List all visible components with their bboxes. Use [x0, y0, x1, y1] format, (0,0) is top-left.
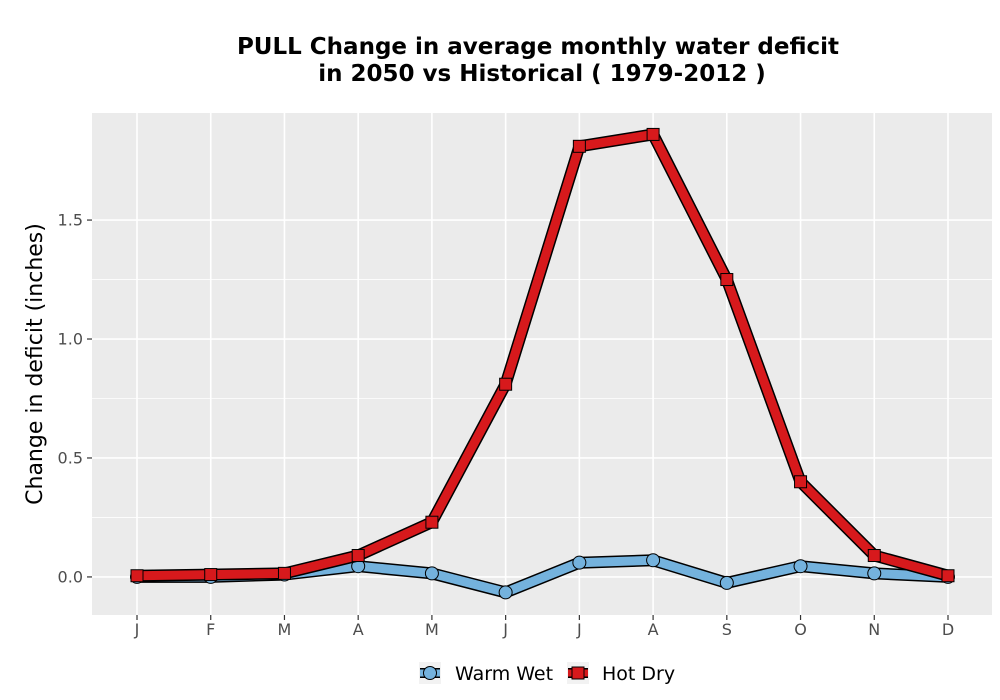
y-tick-label: 1.0	[58, 330, 83, 349]
legend: Warm Wet Hot Dry	[419, 662, 675, 685]
x-tick-label: M	[425, 620, 439, 639]
series-line	[132, 129, 953, 581]
x-tick-label: M	[278, 620, 292, 639]
x-tick-label: J	[576, 620, 582, 639]
data-point	[572, 139, 586, 153]
data-point	[719, 575, 734, 590]
data-point	[867, 566, 882, 581]
y-tick-label: 1.5	[58, 211, 83, 230]
legend-label: Warm Wet	[455, 663, 553, 685]
data-point	[130, 569, 144, 583]
x-tick-label: D	[942, 620, 954, 639]
x-tick-label: S	[722, 620, 732, 639]
x-tick-label: A	[648, 620, 659, 639]
y-axis-title: Change in deficit (inches)	[23, 223, 48, 505]
legend-label: Hot Dry	[602, 663, 675, 685]
x-tick-label: A	[353, 620, 364, 639]
x-tick-label: F	[206, 620, 215, 639]
data-point	[646, 553, 661, 568]
legend-item-1: Hot Dry	[567, 662, 675, 685]
x-tick-label: J	[134, 620, 140, 639]
legend-key-marker	[423, 666, 437, 680]
series-layer	[130, 127, 955, 600]
x-tick-label: J	[502, 620, 508, 639]
data-point	[867, 549, 881, 563]
x-tick-label: O	[794, 620, 807, 639]
data-point	[572, 555, 587, 570]
data-point	[425, 515, 439, 529]
series-1	[130, 127, 955, 583]
chart-title-line1: PULL Change in average monthly water def…	[237, 34, 839, 60]
data-point	[351, 549, 365, 563]
chart-title-line2: in 2050 vs Historical ( 1979-2012 )	[318, 61, 765, 87]
grid-layer	[92, 113, 992, 615]
data-point	[424, 566, 439, 581]
data-point	[646, 127, 660, 141]
data-point	[498, 585, 513, 600]
data-point	[499, 377, 513, 391]
data-point	[941, 569, 955, 583]
y-tick-label: 0.5	[58, 448, 83, 467]
data-point	[793, 559, 808, 574]
tick-layer: 0.0 0.5 1.0 1.5 J F M A M J J A S O N D	[58, 211, 955, 639]
data-point	[277, 566, 291, 580]
data-point	[204, 568, 218, 582]
y-tick-label: 0.0	[58, 567, 83, 586]
x-tick-label: N	[868, 620, 880, 639]
legend-item-0: Warm Wet	[419, 662, 553, 685]
legend-key-marker	[571, 666, 585, 680]
data-point	[720, 273, 734, 287]
data-point	[794, 475, 808, 489]
